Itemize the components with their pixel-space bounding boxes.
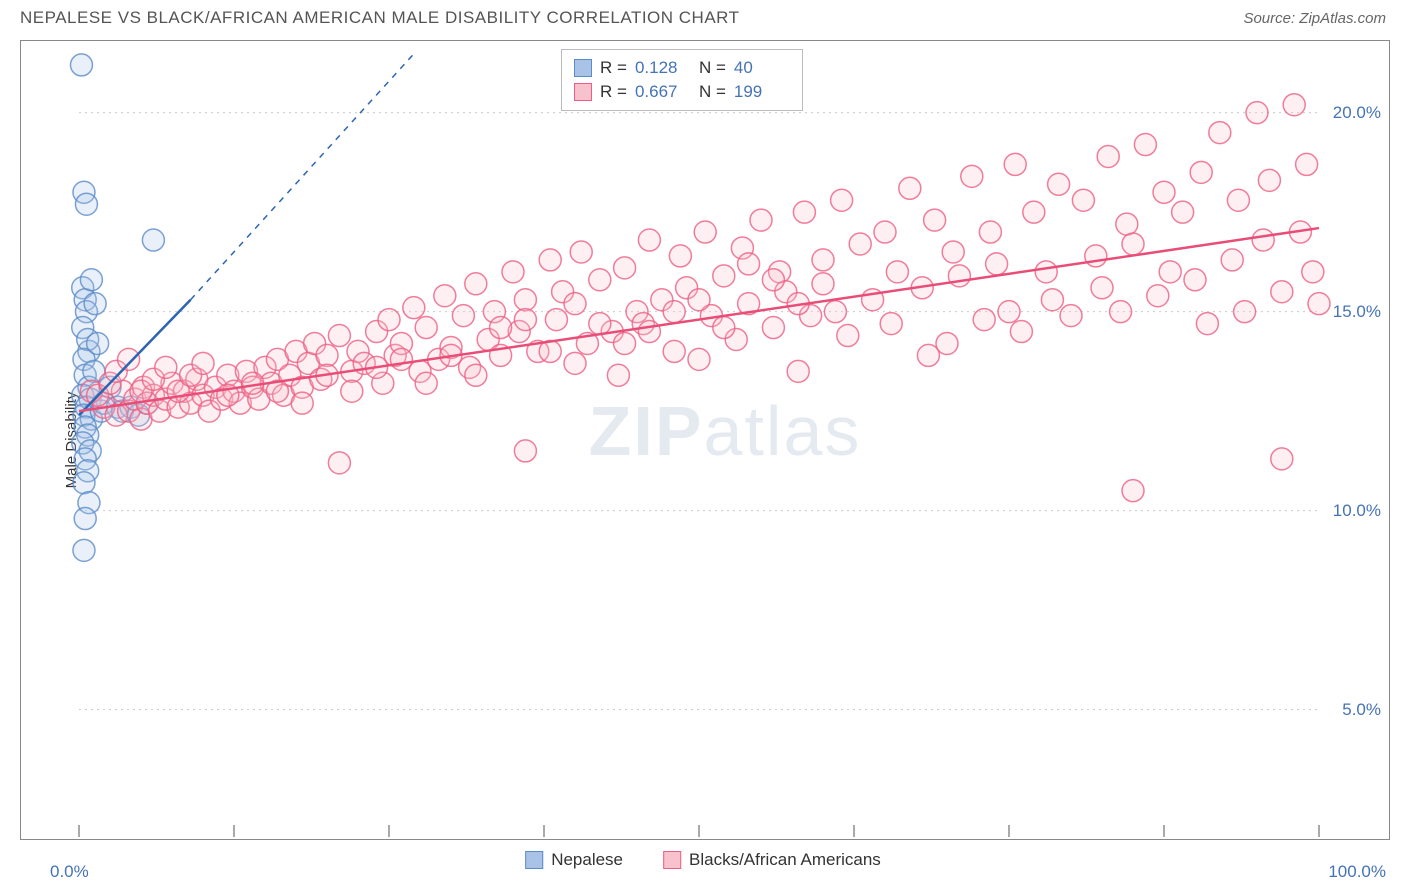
plot-canvas: ZIPatlas R =0.128N =40R =0.667N =199 5.0… <box>61 41 1389 839</box>
x-tick-left: 0.0% <box>50 862 89 882</box>
y-tick-label: 5.0% <box>1342 700 1381 720</box>
y-tick-label: 15.0% <box>1333 302 1381 322</box>
n-value: 199 <box>734 80 790 104</box>
legend-item: Blacks/African Americans <box>663 850 881 870</box>
chart-header: NEPALESE VS BLACK/AFRICAN AMERICAN MALE … <box>0 0 1406 36</box>
plot-area: Male Disability ZIPatlas R =0.128N =40R … <box>20 40 1390 840</box>
y-tick-label: 10.0% <box>1333 501 1381 521</box>
correlation-row: R = 0.128 N = 40 <box>574 56 790 80</box>
n-label: N = <box>699 80 726 104</box>
legend-item: Nepalese <box>525 850 623 870</box>
legend-label: Blacks/African Americans <box>689 850 881 870</box>
correlation-legend: R = 0.128 N = 40 R = 0.667 N = 199 <box>561 49 803 111</box>
y-tick-label: 20.0% <box>1333 103 1381 123</box>
chart-source: Source: ZipAtlas.com <box>1243 10 1386 27</box>
n-label: N = <box>699 56 726 80</box>
legend-swatch <box>663 851 681 869</box>
legend-swatch <box>574 59 592 77</box>
bottom-legend: Nepalese Blacks/African Americans <box>525 850 881 870</box>
correlation-row: R = 0.667 N = 199 <box>574 80 790 104</box>
r-label: R = <box>600 80 627 104</box>
r-value: 0.667 <box>635 80 691 104</box>
r-value: 0.128 <box>635 56 691 80</box>
legend-swatch <box>574 83 592 101</box>
scatter-svg <box>61 41 1389 839</box>
legend-swatch <box>525 851 543 869</box>
chart-title: NEPALESE VS BLACK/AFRICAN AMERICAN MALE … <box>20 8 740 28</box>
legend-label: Nepalese <box>551 850 623 870</box>
n-value: 40 <box>734 56 790 80</box>
r-label: R = <box>600 56 627 80</box>
x-tick-right: 100.0% <box>1328 862 1386 882</box>
